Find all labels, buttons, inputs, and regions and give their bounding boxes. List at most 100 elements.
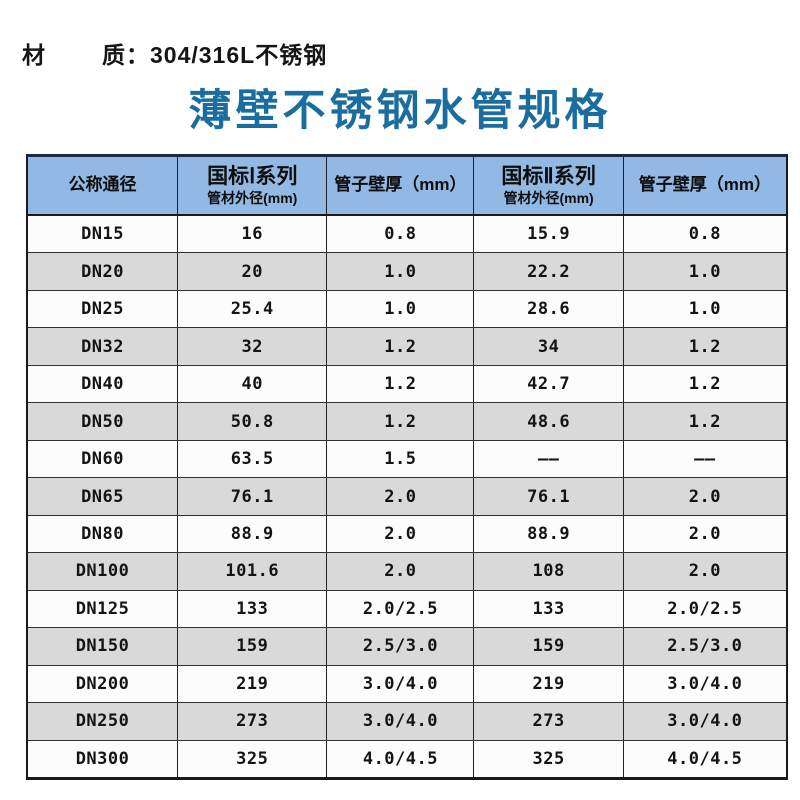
table-cell: 40	[178, 365, 328, 403]
table-cell: DN125	[28, 590, 179, 628]
table-cell: 15.9	[474, 216, 624, 253]
table-cell: DN200	[28, 665, 179, 703]
table-cell: 2.0	[327, 478, 475, 515]
table-cell: DN250	[28, 703, 179, 740]
table-cell: 1.2	[688, 336, 721, 357]
material-label-part2: 质：	[102, 42, 150, 68]
table-header-row: 公称通径 国标Ⅰ系列 管材外径(mm) 管子壁厚（mm） 国标Ⅱ系列 管材外径(mm) 管子…	[28, 157, 786, 216]
table-cell: 0.8	[327, 216, 475, 253]
table-cell: DN80	[28, 515, 179, 553]
table-cell: 3.0/4.0	[667, 711, 743, 732]
table-cell: DN25	[28, 290, 179, 328]
table-cell: 159	[178, 628, 328, 665]
page-title: 薄壁不锈钢水管规格	[188, 87, 612, 135]
table-cell: 4.0/4.5	[327, 740, 475, 778]
material-value: 304/316L不锈钢	[150, 42, 328, 68]
table-cell: DN32	[28, 328, 179, 365]
table-cell: 25.4	[178, 290, 328, 328]
table-cell: 48.6	[474, 403, 624, 440]
table-cell: DN100	[28, 553, 179, 590]
table-cell: 1.2	[327, 403, 475, 440]
table-cell: 1.2	[688, 374, 721, 395]
column-header: 国标Ⅱ系列 管材外径(mm)	[474, 157, 624, 214]
table-row: DN60 63.5 1.5 —— ——	[28, 440, 786, 479]
table-body: DN15 16 0.8 15.9 0.8 DN20 20 1.0 22.2 1.0 DN25 25.4…	[28, 216, 786, 778]
table-cell: 2.0/2.5	[667, 598, 743, 619]
table-cell: ——	[474, 440, 624, 478]
table-row: DN32 32 1.2 34 1.2	[28, 328, 786, 366]
table-cell: 76.1	[474, 478, 624, 515]
table-row: DN15 16 0.8 15.9 0.8	[28, 216, 786, 254]
table-row: DN100 101.6 2.0 108 2.0	[28, 553, 786, 591]
table-cell: 4.0/4.5	[667, 748, 743, 769]
table-row: DN20 20 1.0 22.2 1.0	[28, 253, 786, 291]
table-cell: DN50	[28, 403, 179, 440]
table-cell: DN40	[28, 365, 179, 403]
table-cell: DN150	[28, 628, 179, 665]
table-cell: 325	[178, 740, 328, 778]
table-row: DN40 40 1.2 42.7 1.2	[28, 365, 786, 404]
table-cell: 2.0	[327, 553, 475, 590]
table-cell: 2.0	[327, 515, 475, 553]
table-cell: 3.0/4.0	[667, 673, 743, 694]
table-cell: DN20	[28, 253, 179, 290]
column-header: 管子壁厚（mm）	[638, 175, 771, 195]
table-cell: 1.0	[327, 290, 475, 328]
table-cell: 159	[474, 628, 624, 665]
table-row: DN50 50.8 1.2 48.6 1.2	[28, 403, 786, 441]
table-cell: 32	[178, 328, 328, 365]
table-cell: 101.6	[178, 553, 328, 590]
table-cell: 50.8	[178, 403, 328, 440]
table-cell: 1.2	[327, 365, 475, 403]
table-cell: 3.0/4.0	[327, 703, 475, 740]
table-cell: 2.0/2.5	[327, 590, 475, 628]
table-cell: 108	[474, 553, 624, 590]
table-cell: 1.0	[327, 253, 475, 290]
table-row: DN200 219 3.0/4.0 219 3.0/4.0	[28, 665, 786, 704]
table-cell: 76.1	[178, 478, 328, 515]
table-cell: DN65	[28, 478, 179, 515]
table-cell: 2.0	[688, 523, 721, 544]
table-row: DN80 88.9 2.0 88.9 2.0	[28, 515, 786, 554]
table-cell: 1.0	[688, 299, 721, 320]
spec-table: 公称通径 国标Ⅰ系列 管材外径(mm) 管子壁厚（mm） 国标Ⅱ系列 管材外径(mm) 管子…	[26, 154, 788, 780]
material-line: 材 质：304/316L不锈钢	[22, 36, 327, 70]
table-cell: 0.8	[688, 224, 721, 245]
table-cell: 34	[474, 328, 624, 365]
table-row: DN250 273 3.0/4.0 273 3.0/4.0	[28, 703, 786, 741]
table-cell: 133	[178, 590, 328, 628]
column-header: 国标Ⅰ系列 管材外径(mm)	[178, 157, 328, 214]
column-header: 公称通径	[28, 157, 179, 214]
table-cell: 20	[178, 253, 328, 290]
table-cell: 22.2	[474, 253, 624, 290]
table-cell: 1.5	[327, 440, 475, 478]
table-cell: 42.7	[474, 365, 624, 403]
table-cell: 88.9	[178, 515, 328, 553]
column-header: 管子壁厚（mm）	[327, 157, 475, 214]
table-cell: 1.2	[688, 411, 721, 432]
table-cell: 1.0	[688, 261, 721, 282]
table-cell: 219	[474, 665, 624, 703]
table-cell: 2.0	[688, 486, 721, 507]
table-cell: 2.0	[688, 561, 721, 582]
table-cell: 63.5	[178, 440, 328, 478]
table-cell: 133	[474, 590, 624, 628]
table-cell: 1.2	[327, 328, 475, 365]
table-row: DN150 159 2.5/3.0 159 2.5/3.0	[28, 628, 786, 666]
table-cell: DN300	[28, 740, 179, 778]
table-row: DN25 25.4 1.0 28.6 1.0	[28, 290, 786, 329]
table-row: DN300 325 4.0/4.5 325 4.0/4.5	[28, 740, 786, 778]
table-row: DN65 76.1 2.0 76.1 2.0	[28, 478, 786, 516]
table-cell: 219	[178, 665, 328, 703]
table-cell: 28.6	[474, 290, 624, 328]
table-cell: 3.0/4.0	[327, 665, 475, 703]
table-cell: DN15	[28, 216, 179, 253]
table-cell: 2.5/3.0	[327, 628, 475, 665]
table-cell: 16	[178, 216, 328, 253]
table-cell: 273	[178, 703, 328, 740]
table-cell: ——	[694, 449, 716, 470]
table-cell: 2.5/3.0	[667, 636, 743, 657]
table-cell: DN60	[28, 440, 179, 478]
table-cell: 88.9	[474, 515, 624, 553]
material-label-part1: 材	[22, 42, 46, 68]
